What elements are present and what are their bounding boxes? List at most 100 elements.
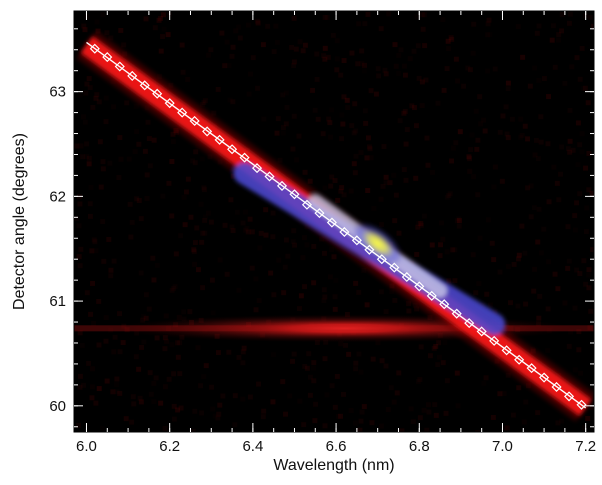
noise-pixel [148, 391, 154, 397]
noise-pixel [358, 150, 364, 156]
noise-pixel [533, 137, 539, 143]
noise-pixel [271, 49, 277, 55]
noise-pixel [162, 335, 168, 341]
noise-pixel [89, 248, 95, 254]
noise-pixel [322, 45, 328, 51]
noise-pixel [391, 399, 397, 405]
noise-pixel [438, 242, 444, 248]
noise-pixel [364, 155, 370, 161]
noise-pixel [240, 220, 246, 226]
noise-pixel [371, 205, 377, 211]
noise-pixel [436, 340, 442, 346]
noise-pixel [519, 223, 525, 229]
noise-pixel [413, 123, 419, 129]
noise-pixel [404, 127, 410, 133]
noise-pixel [154, 335, 160, 341]
noise-pixel [455, 403, 461, 409]
noise-pixel [236, 287, 242, 293]
noise-pixel [541, 226, 547, 232]
noise-pixel [341, 192, 347, 198]
noise-pixel [153, 375, 159, 381]
noise-pixel [536, 77, 542, 83]
noise-pixel [567, 11, 573, 17]
noise-pixel [477, 94, 483, 100]
noise-pixel [205, 210, 211, 216]
noise-pixel [475, 137, 481, 143]
noise-pixel [356, 21, 362, 27]
noise-pixel [151, 137, 157, 143]
noise-pixel [98, 184, 104, 190]
noise-pixel [114, 376, 120, 382]
noise-pixel [567, 138, 573, 144]
horizontal-feature-line [74, 325, 594, 332]
noise-pixel [103, 338, 109, 344]
noise-pixel [312, 418, 318, 424]
noise-pixel [215, 415, 221, 421]
noise-pixel [209, 384, 215, 390]
noise-pixel [97, 139, 103, 145]
noise-pixel [466, 154, 472, 160]
noise-pixel [124, 100, 130, 106]
noise-pixel [391, 172, 397, 178]
noise-pixel [118, 27, 124, 33]
noise-pixel [398, 47, 404, 53]
noise-pixel [362, 108, 368, 114]
noise-pixel [100, 166, 106, 172]
noise-pixel [537, 293, 543, 299]
noise-pixel [117, 311, 123, 317]
noise-pixel [515, 303, 521, 309]
noise-pixel [230, 44, 236, 50]
noise-pixel [202, 98, 208, 104]
noise-pixel [576, 329, 582, 335]
noise-pixel [522, 123, 528, 129]
noise-pixel [233, 28, 239, 34]
data-point [314, 208, 325, 219]
noise-pixel [586, 285, 592, 291]
noise-pixel [519, 132, 525, 138]
noise-pixel [323, 339, 329, 345]
noise-pixel [217, 402, 223, 408]
noise-pixel [78, 143, 84, 149]
noise-pixel [276, 257, 282, 263]
noise-pixel [471, 174, 477, 180]
noise-pixel [588, 308, 594, 314]
noise-pixel [576, 347, 582, 353]
noise-pixel [321, 250, 327, 256]
noise-pixel [84, 81, 90, 87]
noise-pixel [555, 286, 561, 292]
noise-pixel [81, 23, 87, 29]
noise-pixel [357, 427, 363, 432]
noise-pixel [421, 213, 427, 219]
noise-pixel [368, 88, 374, 94]
noise-pixel [449, 36, 455, 42]
noise-pixel [440, 236, 446, 242]
noise-pixel [353, 366, 359, 372]
noise-pixel [358, 369, 364, 375]
noise-pixel [220, 393, 226, 399]
noise-pixel [230, 228, 236, 234]
noise-pixel [353, 360, 359, 366]
noise-pixel [151, 277, 157, 283]
noise-pixel [489, 240, 495, 246]
noise-pixel [417, 415, 423, 421]
y-axis-label: Detector angle (degrees) [11, 133, 28, 310]
noise-pixel [341, 94, 347, 100]
data-point [114, 61, 125, 72]
noise-pixel [273, 23, 279, 29]
data-point [514, 354, 525, 365]
noise-pixel [450, 247, 456, 253]
noise-pixel [566, 343, 572, 349]
noise-pixel [478, 121, 484, 127]
noise-pixel [141, 314, 147, 320]
noise-pixel [207, 154, 213, 160]
noise-pixel [577, 142, 583, 148]
noise-pixel [536, 206, 542, 212]
noise-pixel [559, 12, 565, 18]
noise-pixel [392, 218, 398, 224]
noise-pixel [216, 411, 222, 417]
noise-pixel [407, 56, 413, 62]
x-tick-label: 7.2 [575, 438, 596, 455]
noise-pixel [104, 30, 110, 36]
noise-pixel [465, 65, 471, 71]
noise-pixel [418, 221, 424, 227]
